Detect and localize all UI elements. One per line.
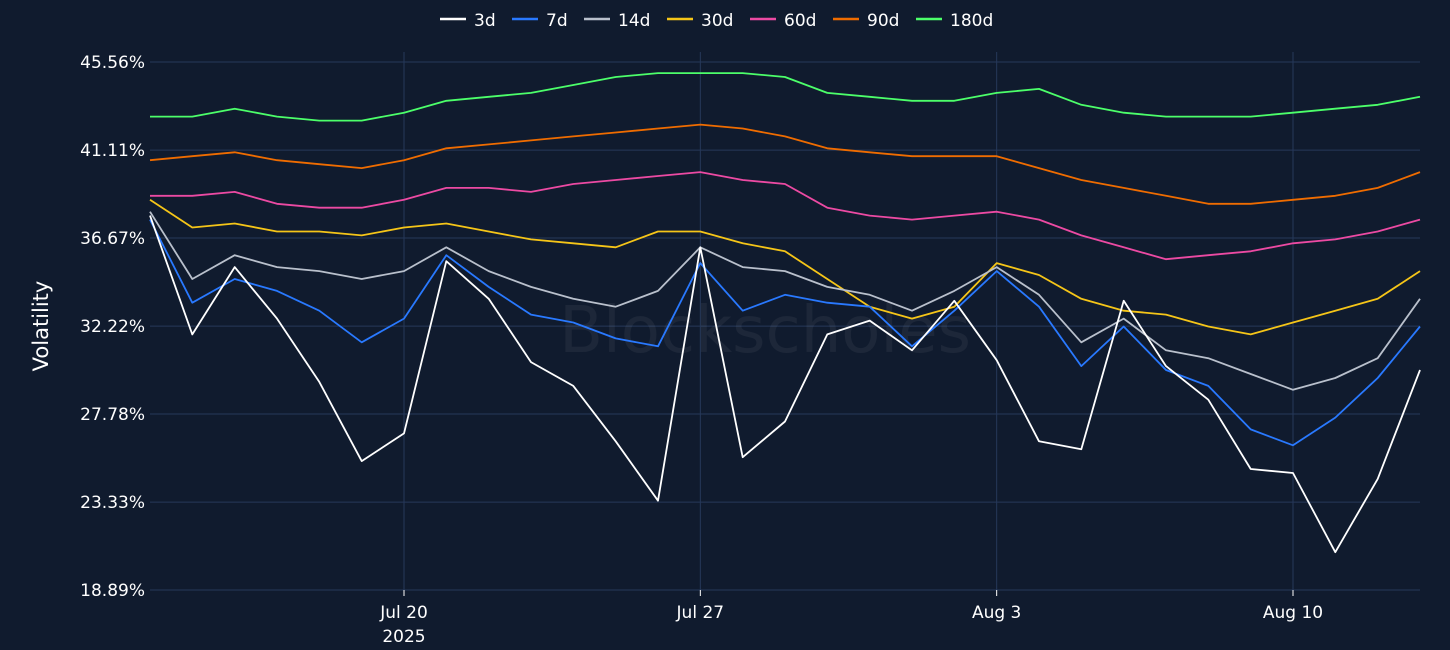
grid-layer	[150, 52, 1420, 591]
legend-label: 30d	[701, 11, 733, 31]
y-tick-label: 23.33%	[80, 493, 145, 513]
legend-item-60d[interactable]: 60d	[750, 11, 816, 31]
series-line-30d	[149, 199, 1421, 336]
legend-item-30d[interactable]: 30d	[667, 11, 733, 31]
x-tick-label: Jul 20	[379, 603, 428, 623]
x-tick-label: Jul 27	[676, 603, 725, 623]
legend-label: 14d	[618, 11, 650, 31]
legend-item-90d[interactable]: 90d	[833, 11, 899, 31]
legend-item-3d[interactable]: 3d	[440, 11, 496, 31]
x-tick-sublabel: 2025	[382, 627, 425, 647]
x-tick-label: Aug 3	[972, 603, 1021, 623]
series-line-90d	[149, 123, 1421, 205]
series-line-180d	[150, 72, 1421, 122]
legend-label: 180d	[950, 11, 993, 31]
y-axis-label: Volatility	[29, 281, 53, 372]
series-line-14d	[149, 211, 1421, 391]
series-line-60d	[150, 171, 1421, 261]
legend-item-7d[interactable]: 7d	[512, 11, 568, 31]
legend-item-14d[interactable]: 14d	[584, 11, 650, 31]
series-layer	[149, 72, 1421, 554]
y-tick-label: 41.11%	[80, 141, 145, 161]
y-tick-label: 45.56%	[80, 53, 145, 73]
y-tick-label: 18.89%	[80, 581, 145, 601]
legend-label: 90d	[867, 11, 899, 31]
legend-label: 60d	[784, 11, 816, 31]
y-tick-label: 32.22%	[80, 317, 145, 337]
y-tick-label: 27.78%	[80, 405, 145, 425]
x-tick-label: Aug 10	[1263, 603, 1323, 623]
y-tick-label: 36.67%	[80, 229, 145, 249]
axis-layer: 18.89% 23.33% 27.78% 32.22% 36.67% 41.11% 45.5…	[80, 53, 1323, 647]
legend-item-180d[interactable]: 180d	[916, 11, 993, 31]
legend: 3d 7d 14d 30d 60d 90d 180d	[440, 11, 993, 31]
legend-label: 7d	[546, 11, 568, 31]
series-line-7d	[149, 219, 1421, 447]
series-line-3d	[149, 215, 1421, 554]
legend-label: 3d	[474, 11, 496, 31]
